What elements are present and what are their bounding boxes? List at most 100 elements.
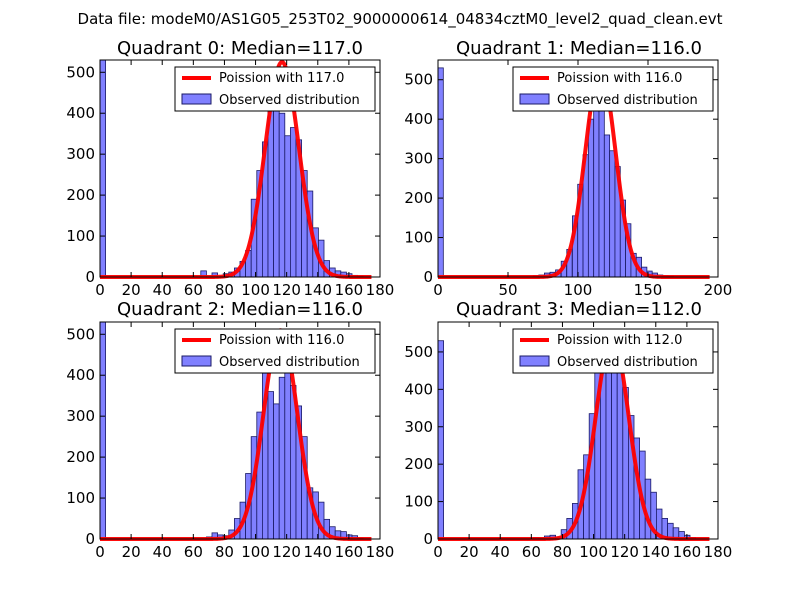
legend-quadrant-3: Poission with 112.0 Observed distributio… — [512, 328, 714, 374]
y-tick-label: 0 — [423, 530, 433, 548]
y-tick-label: 0 — [85, 530, 95, 548]
panel-title-quadrant-3: Quadrant 3: Median=112.0 — [456, 299, 702, 320]
histogram-bar — [273, 403, 280, 540]
legend-hist-label: Observed distribution — [219, 93, 360, 108]
panel-title-quadrant-0: Quadrant 0: Median=117.0 — [117, 38, 363, 59]
x-tick-label: 160 — [673, 543, 702, 561]
x-tick-label: 60 — [522, 543, 541, 561]
y-tick-label: 0 — [423, 268, 433, 286]
x-tick-label: 180 — [366, 281, 395, 299]
histogram-bar — [284, 135, 291, 278]
x-tick-label: 60 — [184, 543, 203, 561]
x-tick-label: 120 — [610, 543, 639, 561]
axes-frame-quadrant-0 — [99, 59, 381, 278]
y-tick-label: 100 — [66, 227, 95, 245]
x-tick-label: 0 — [433, 543, 443, 561]
y-tick-label: 300 — [404, 150, 433, 168]
y-tick-label: 200 — [404, 455, 433, 473]
x-tick-label: 140 — [303, 543, 332, 561]
y-tick-label: 500 — [66, 63, 95, 81]
x-tick-label: 160 — [335, 281, 364, 299]
histogram-bar — [99, 321, 106, 540]
x-tick-label: 180 — [704, 543, 733, 561]
x-tick-label: 0 — [95, 281, 105, 299]
x-axis-quadrant-1: 0 50 100 150 200 — [433, 60, 732, 299]
histogram-bar — [603, 134, 611, 278]
x-tick-label: 100 — [241, 281, 270, 299]
x-tick-label: 100 — [579, 543, 608, 561]
panel-quadrant-1: 0 50 100 150 200 0 100 200 300 400 500 Quadrant 1… — [404, 38, 732, 299]
legend-hist-swatch — [181, 355, 212, 367]
x-axis-quadrant-0: 0 20 40 60 80 100 120 140 160 180 — [95, 60, 394, 299]
legend-quadrant-1: Poission with 116.0 Observed distributio… — [512, 66, 714, 112]
x-tick-label: 50 — [498, 281, 517, 299]
x-tick-label: 0 — [433, 281, 443, 299]
histogram-bar — [267, 391, 274, 540]
y-tick-label: 200 — [66, 448, 95, 466]
y-tick-label: 300 — [66, 145, 95, 163]
y-tick-label: 300 — [404, 418, 433, 436]
histogram-bar — [616, 360, 624, 540]
histogram-bar — [609, 150, 616, 278]
y-tick-label: 300 — [66, 407, 95, 425]
legend-poisson-label: Poission with 112.0 — [557, 333, 682, 348]
x-tick-label: 80 — [553, 543, 572, 561]
x-axis-quadrant-2: 0 20 40 60 80 100 120 140 160 180 — [95, 322, 394, 561]
axes-frame-quadrant-3 — [437, 321, 719, 540]
y-tick-label: 400 — [404, 110, 433, 128]
histogram-bar — [284, 366, 291, 540]
y-axis-quadrant-3: 0 100 200 300 400 500 — [404, 343, 718, 548]
x-tick-label: 150 — [634, 281, 663, 299]
x-tick-label: 120 — [272, 281, 301, 299]
panel-quadrant-0: 0 20 40 60 80 100 120 140 160 180 010020030040050… — [66, 38, 394, 299]
x-tick-label: 80 — [215, 281, 234, 299]
panel-title-quadrant-2: Quadrant 2: Median=116.0 — [117, 299, 363, 320]
x-tick-label: 140 — [303, 281, 332, 299]
legend-poisson-label: Poission with 116.0 — [557, 71, 682, 86]
panel-quadrant-2: 0 20 40 60 80 100 120 140 160 180 010020030040050… — [66, 299, 394, 561]
x-tick-label: 40 — [153, 543, 172, 561]
x-tick-label: 160 — [335, 543, 364, 561]
y-tick-label: 100 — [404, 493, 433, 511]
y-tick-label: 400 — [66, 366, 95, 384]
histogram-bar — [289, 127, 297, 278]
histogram-bar — [437, 67, 444, 278]
histogram-bar — [598, 83, 605, 278]
legend-hist-swatch — [519, 93, 550, 105]
x-tick-label: 40 — [153, 281, 172, 299]
histogram-bar — [278, 112, 286, 278]
histogram-bar — [587, 118, 595, 278]
legend-hist-label: Observed distribution — [557, 93, 698, 108]
x-tick-label: 100 — [241, 543, 270, 561]
panel-quadrant-3: 0 20 40 60 80 100 120 140 160 180 010020030040050… — [404, 299, 732, 561]
x-axis-quadrant-3: 0 20 40 60 80 100 120 140 160 180 — [433, 322, 732, 561]
y-tick-label: 500 — [404, 71, 433, 89]
x-tick-label: 180 — [366, 543, 395, 561]
histogram-bar — [611, 347, 618, 540]
y-tick-label: 100 — [66, 489, 95, 507]
x-tick-label: 120 — [272, 543, 301, 561]
legend-hist-label: Observed distribution — [557, 355, 698, 370]
x-tick-label: 200 — [704, 281, 733, 299]
panel-title-quadrant-1: Quadrant 1: Median=116.0 — [456, 38, 702, 59]
y-tick-label: 500 — [404, 343, 433, 361]
x-tick-label: 20 — [122, 281, 141, 299]
legend-hist-label: Observed distribution — [219, 355, 360, 370]
x-tick-label: 20 — [122, 543, 141, 561]
y-axis-quadrant-1: 0 100 200 300 400 500 — [404, 71, 718, 286]
figure-suptitle: Data file: modeM0/AS1G05_253T02_90000006… — [78, 10, 723, 29]
x-tick-label: 140 — [641, 543, 670, 561]
legend-hist-swatch — [181, 93, 212, 105]
legend-poisson-label: Poission with 116.0 — [219, 333, 344, 348]
x-tick-label: 20 — [460, 543, 479, 561]
x-tick-label: 100 — [564, 281, 593, 299]
legend-hist-swatch — [519, 355, 550, 367]
y-tick-label: 500 — [66, 325, 95, 343]
y-axis-quadrant-0: 0 100 200 300 400 500 — [66, 63, 380, 286]
x-tick-label: 40 — [491, 543, 510, 561]
x-tick-label: 80 — [215, 543, 234, 561]
axes-frame-quadrant-2 — [99, 321, 381, 540]
legend-quadrant-0: Poission with 117.0 Observed distributio… — [174, 66, 376, 112]
y-tick-label: 0 — [85, 268, 95, 286]
